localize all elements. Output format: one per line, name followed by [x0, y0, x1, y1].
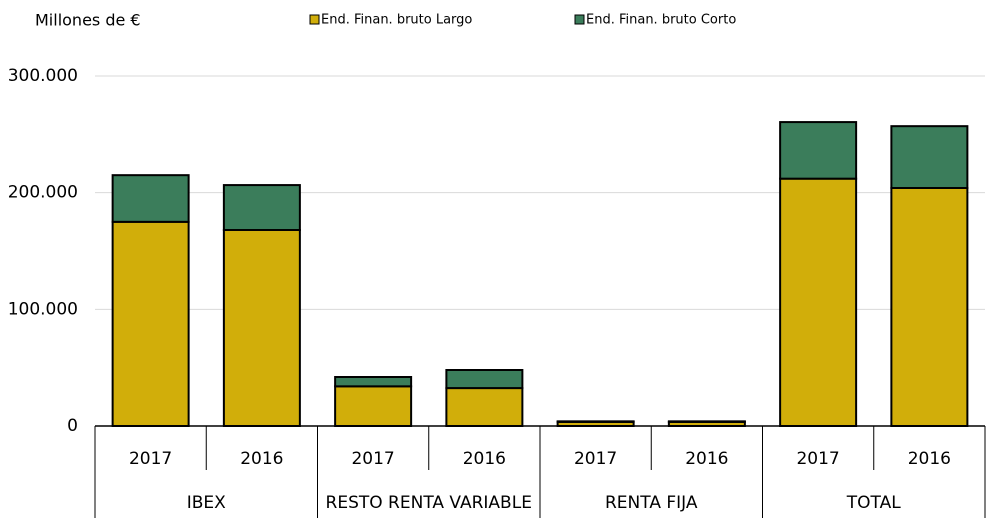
group-label: IBEX: [187, 493, 226, 513]
group-label: TOTAL: [846, 493, 901, 513]
bar-segment: [556, 420, 635, 423]
bar-segment: [667, 420, 746, 423]
legend-label: End. Finan. bruto Corto: [586, 13, 736, 28]
legend-swatch: [574, 14, 585, 25]
x-tick-label: 2016: [908, 449, 951, 469]
group-label: RESTO RENTA VARIABLE: [326, 493, 532, 513]
legend-label: End. Finan. bruto Largo: [321, 13, 472, 28]
bar-segment: [890, 125, 969, 189]
y-tick-label: 0: [67, 416, 78, 436]
x-tick-label: 2016: [685, 449, 728, 469]
bar-segment: [890, 187, 969, 427]
group-label: RENTA FIJA: [605, 493, 698, 513]
x-tick-label: 2017: [574, 449, 617, 469]
bar-segment: [111, 174, 190, 223]
bar-segment: [334, 385, 413, 428]
bar-segment: [445, 387, 524, 428]
bar-segment: [222, 229, 301, 427]
bar-segment: [334, 376, 413, 388]
x-tick-label: 2016: [240, 449, 283, 469]
y-tick-label: 100.000: [8, 299, 78, 319]
bar-segment: [222, 184, 301, 231]
x-tick-label: 2016: [463, 449, 506, 469]
bar-segment: [111, 220, 190, 427]
x-tick-label: 2017: [351, 449, 394, 469]
legend-swatch: [309, 14, 320, 25]
bar-segment: [445, 369, 524, 390]
bar-segment: [779, 177, 858, 427]
x-tick-label: 2017: [129, 449, 172, 469]
y-tick-label: 200.000: [8, 183, 78, 203]
y-tick-label: 300.000: [8, 66, 78, 86]
bar-segment: [779, 121, 858, 180]
x-tick-label: 2017: [796, 449, 839, 469]
y-axis-label: Millones de €: [35, 11, 141, 30]
